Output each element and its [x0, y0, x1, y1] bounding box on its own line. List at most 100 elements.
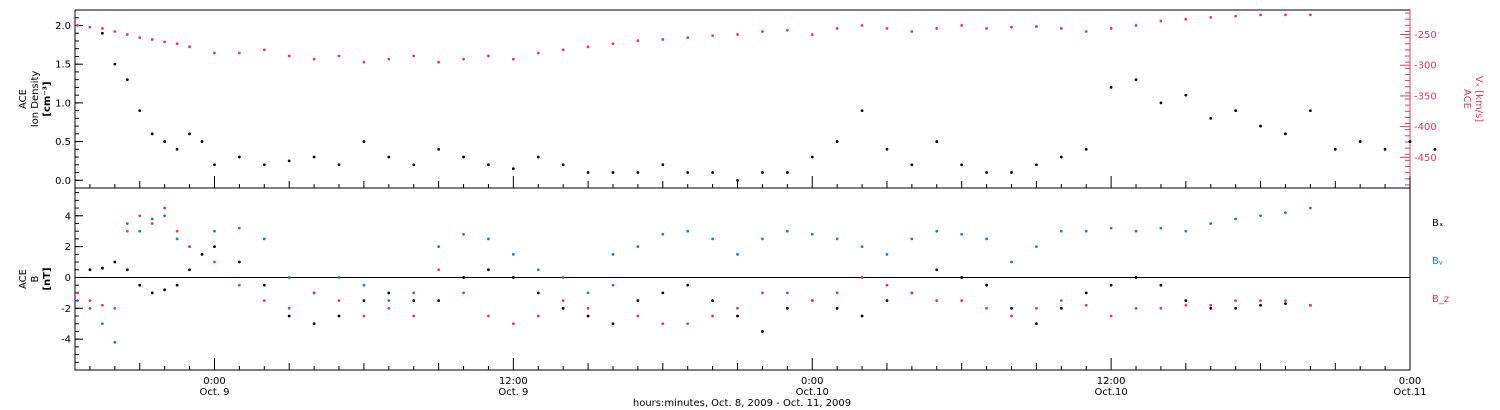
bottom-point [1284, 302, 1287, 306]
bottom-point [1234, 306, 1238, 310]
bottom-point [1084, 291, 1088, 295]
bottom-point [337, 276, 341, 279]
bottom-point [761, 291, 764, 295]
legend-by: Bᵧ [1432, 256, 1443, 267]
bottom-point [985, 237, 988, 241]
bottom-point [736, 306, 739, 310]
bottom-point [237, 260, 241, 264]
bottom-point [287, 314, 291, 318]
bottom-point [100, 322, 104, 326]
bottom-point [163, 288, 167, 292]
top-point [125, 78, 129, 82]
top-point [1333, 147, 1337, 151]
bottom-point [487, 268, 490, 272]
bottom-point [337, 314, 341, 318]
bottom-point [76, 299, 79, 302]
top-point [1109, 27, 1113, 30]
top-point [985, 171, 988, 174]
top-point [586, 171, 590, 174]
bottom-point [362, 283, 366, 287]
xtick-label-date: Oct. 9 [199, 387, 229, 398]
top-point [1059, 155, 1063, 159]
top-point [1234, 14, 1238, 18]
top-point [1383, 147, 1387, 151]
bottom-point [985, 306, 988, 310]
top-point [910, 163, 914, 167]
top-point [237, 155, 241, 159]
bottom-point [150, 217, 154, 221]
top-point [337, 54, 341, 58]
bottom-ylabel-units: [nT] [42, 267, 53, 290]
bottom-point [1209, 222, 1213, 225]
top-point [810, 155, 814, 159]
top-point [1408, 140, 1412, 143]
bottom-point [1184, 229, 1188, 233]
top-point [561, 163, 565, 167]
top-point [175, 42, 179, 46]
xtick-label-time: 0:00 [203, 376, 225, 387]
top-ylabel-density: Ion Density [30, 71, 41, 128]
bottom-point [387, 291, 391, 295]
top-point [1109, 85, 1113, 89]
top-point [761, 171, 764, 174]
bottom-point [237, 226, 241, 230]
top-point [362, 140, 366, 143]
bottom-ytick-label: -2 [61, 304, 71, 315]
bottom-point [511, 322, 515, 326]
top-point [1358, 140, 1362, 143]
top-point [462, 155, 465, 159]
top-point [611, 171, 615, 174]
top-point [163, 140, 167, 143]
bottom-point [1159, 283, 1163, 287]
bottom-ylabel-b: B [30, 275, 41, 282]
top-point [1134, 78, 1138, 82]
bottom-point [1109, 314, 1113, 318]
bottom-point [88, 268, 92, 272]
top-point [960, 163, 964, 167]
bottom-point [125, 222, 129, 225]
top-point [611, 42, 615, 46]
bottom-point [661, 232, 665, 236]
top-point [76, 23, 79, 27]
top-point [487, 54, 490, 58]
top-point [113, 30, 117, 33]
top-point [511, 167, 515, 171]
top-point [412, 54, 416, 58]
bottom-point [213, 245, 216, 249]
top-ylabel-units: [cm⁻³] [42, 81, 53, 116]
xtick-label-date: Oct. 9 [498, 387, 528, 398]
bottom-point [462, 232, 465, 236]
bottom-point [586, 306, 590, 310]
bottom-point [387, 306, 391, 310]
top-point [511, 57, 515, 61]
top-point [262, 48, 266, 52]
bottom-point [175, 229, 179, 233]
top-point [287, 159, 291, 163]
bottom-point [586, 314, 590, 318]
top-point [711, 34, 715, 38]
bottom-point [910, 237, 914, 241]
top-point [885, 147, 889, 151]
top-point [711, 171, 715, 174]
bottom-point [785, 229, 789, 233]
bottom-point [1234, 217, 1238, 221]
top-point [387, 57, 391, 61]
bottom-point [686, 229, 690, 233]
bottom-point [387, 299, 391, 302]
top-point [237, 51, 241, 55]
bottom-point [113, 340, 117, 344]
top-point [536, 51, 540, 55]
top-point [138, 36, 142, 40]
top-point [785, 28, 789, 32]
xtick-label-date: Oct.11 [1393, 387, 1426, 398]
top-point [910, 30, 914, 33]
top-point [125, 33, 129, 36]
bottom-point [362, 299, 366, 302]
bottom-point [761, 237, 764, 241]
top-point [1159, 101, 1163, 105]
top-point [1308, 13, 1312, 17]
bottom-point [711, 237, 715, 241]
mark-layer [76, 13, 1437, 344]
bottom-point [611, 322, 615, 326]
bottom-point [88, 306, 92, 310]
